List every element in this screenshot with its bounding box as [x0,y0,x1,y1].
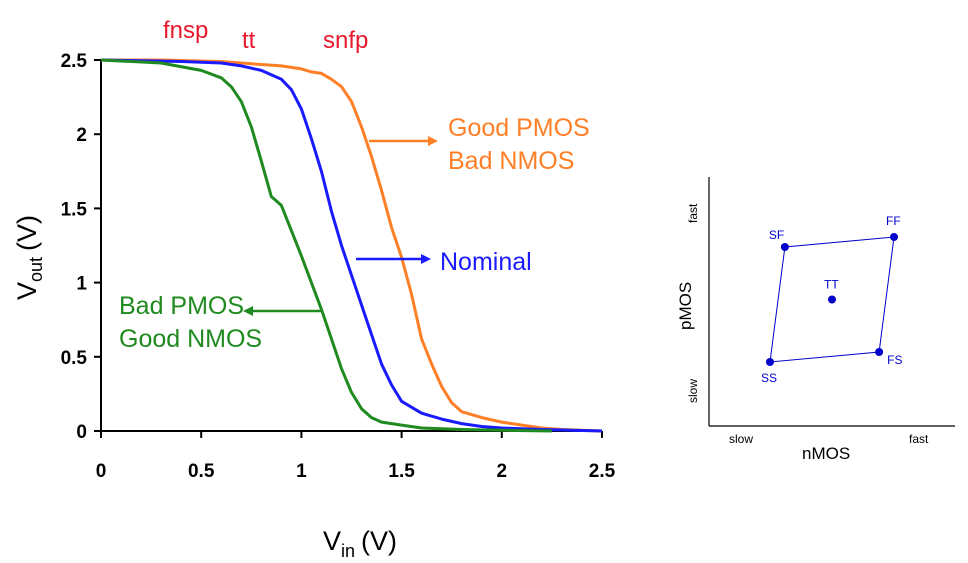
y-tick-label: 0.5 [61,348,88,369]
inset-y-axis-title: pMOS [676,282,695,330]
inset-x-fast-label: fast [909,432,929,446]
arrowhead-icon [428,136,438,146]
x-tick-label: 0 [96,461,107,482]
x-axis-title: Vin (V) [323,526,397,561]
arrowhead-icon [421,254,431,264]
annotation-text-line-2: Good NMOS [119,325,262,353]
annotation-text-line-1: Bad PMOS [119,292,244,320]
y-axis-title-unit: (V) [12,215,42,251]
x-ticks: 0 0.5 1 1.5 2 2.5 [96,431,616,482]
inset-y-fast-label: fast [686,203,700,223]
annotation-bad-pmos-good-nmos: Bad PMOS Good NMOS [119,292,322,353]
x-axis-title-sub: in [341,541,355,561]
corner-label-snfp: snfp [323,27,368,54]
x-tick-label: 0.5 [188,461,215,482]
corner-point-label: TT [824,278,839,292]
y-tick-label: 1 [76,274,87,295]
corner-point-ff [890,233,898,241]
corner-point-label: SF [769,228,784,242]
corner-point-label: SS [761,371,777,385]
annotation-text-line-1: Nominal [440,248,532,276]
y-tick-label: 1.5 [61,199,88,220]
x-axis-title-main: V [323,526,341,556]
corner-label-tt: tt [242,27,256,54]
corner-point-label: FS [887,353,902,367]
y-tick-label: 0 [76,422,87,443]
x-tick-label: 2.5 [589,461,616,482]
y-ticks: 0 0.5 1 1.5 2 2.5 [61,51,101,443]
main-chart: 0 0.5 1 1.5 2 2.5 0 0.5 1 1.5 2 2.5 fnsp tt snfp G… [12,17,616,561]
series-line-1 [100,58,603,433]
x-tick-label: 2 [497,461,508,482]
series-line-0 [101,58,603,433]
arrowhead-icon [243,306,253,316]
inset-plot: SS SF FF FS TT [761,214,902,385]
annotation-text-line-2: Bad NMOS [448,147,574,175]
x-tick-label: 1.5 [388,461,415,482]
corner-point-ss [766,358,774,366]
inset-x-slow-label: slow [729,432,753,446]
corner-point-label: FF [886,214,901,228]
annotation-good-pmos-bad-nmos: Good PMOS Bad NMOS [369,114,590,175]
inset-y-slow-label: slow [686,379,700,403]
annotation-nominal: Nominal [356,248,532,276]
corner-label-fnsp: fnsp [163,17,208,44]
y-axis-title-main: V [12,282,42,300]
x-axis-title-unit: (V) [361,526,397,556]
x-tick-label: 1 [296,461,307,482]
y-tick-label: 2 [76,125,87,146]
inset-chart: slow fast slow fast nMOS pMOS SS SF FF FS TT [676,177,955,463]
corner-point-fs [875,348,884,356]
curves [100,58,603,433]
y-axis-title: Vout (V) [12,215,46,300]
y-axis-title-sub: out [26,257,46,282]
y-tick-label: 2.5 [61,51,88,72]
corner-point-sf [780,243,789,251]
corner-point-tt [828,295,836,304]
annotation-text-line-1: Good PMOS [448,114,590,142]
x-axis: 0 0.5 1 1.5 2 2.5 [96,430,616,482]
inset-x-axis-title: nMOS [802,444,850,463]
series-line-2 [100,58,552,433]
y-axis: 0 0.5 1 1.5 2 2.5 [61,51,102,443]
